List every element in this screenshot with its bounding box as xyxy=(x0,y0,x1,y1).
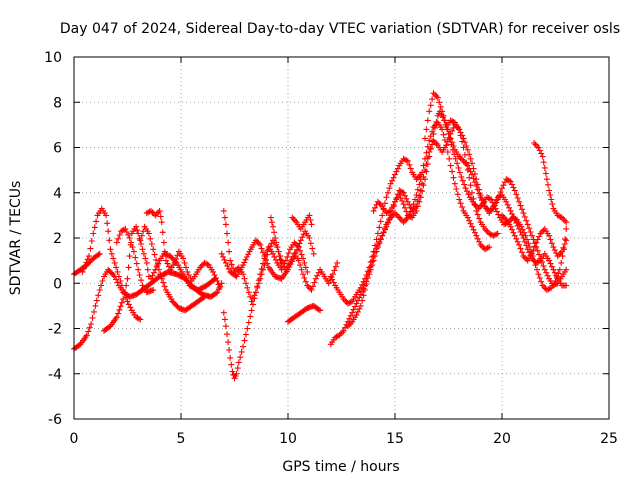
data-marks xyxy=(71,90,570,382)
y-tick-label: 8 xyxy=(53,95,62,111)
series-arc-06 xyxy=(137,223,208,314)
plus-markers xyxy=(327,155,424,307)
plus-markers xyxy=(148,250,219,293)
series-arc-05 xyxy=(113,225,157,296)
y-axis-label: SDTVAR / TECUs xyxy=(8,181,24,296)
plus-markers xyxy=(218,228,317,282)
y-tick-label: 4 xyxy=(53,186,62,202)
series-arc-14 xyxy=(285,302,324,325)
plus-markers xyxy=(443,117,570,289)
series-arc-21 xyxy=(499,212,570,264)
plus-markers xyxy=(137,223,208,314)
x-tick-label: 25 xyxy=(600,431,618,447)
series-arc-20 xyxy=(443,117,570,289)
plus-markers xyxy=(285,302,324,325)
y-tick-label: 0 xyxy=(53,276,62,292)
x-tick-label: 10 xyxy=(279,431,297,447)
plus-markers xyxy=(267,214,285,266)
y-tick-label: -4 xyxy=(48,367,62,383)
plus-markers xyxy=(143,207,223,291)
series-arc-12 xyxy=(267,214,285,266)
series-arc-03 xyxy=(79,205,144,323)
x-axis-label: GPS time / hours xyxy=(282,459,399,475)
series-arc-02 xyxy=(71,266,225,352)
plus-markers xyxy=(71,266,225,352)
x-tick-label: 5 xyxy=(177,431,186,447)
series-arc-17 xyxy=(344,121,501,330)
series-arc-16 xyxy=(327,155,424,307)
plus-markers xyxy=(289,212,315,232)
x-tick-label: 15 xyxy=(386,431,404,447)
plus-markers xyxy=(101,223,152,334)
chart-title: Day 047 of 2024, Sidereal Day-to-day VTE… xyxy=(60,21,620,37)
series-arc-18 xyxy=(370,108,570,293)
series-arc-13 xyxy=(289,212,315,232)
y-tick-label: 2 xyxy=(53,231,62,247)
series-arc-04 xyxy=(101,223,152,334)
plus-markers xyxy=(370,108,570,293)
axis-ticks xyxy=(73,56,610,420)
x-tick-label: 0 xyxy=(70,431,79,447)
plus-markers xyxy=(79,205,144,323)
series-arc-08 xyxy=(148,250,219,293)
series-arc-11 xyxy=(218,228,317,282)
y-tick-labels: -6 -4 -2 0 2 4 6 8 10 xyxy=(44,50,62,428)
plus-markers xyxy=(499,212,570,264)
y-tick-label: -2 xyxy=(48,322,62,338)
plus-markers xyxy=(113,225,157,296)
plus-markers xyxy=(344,121,501,330)
grid-lines xyxy=(74,57,609,419)
y-tick-label: -6 xyxy=(48,412,62,428)
series-arc-07 xyxy=(143,207,223,291)
y-tick-label: 10 xyxy=(44,50,62,66)
series-arc-22 xyxy=(531,140,570,226)
x-tick-label: 20 xyxy=(493,431,511,447)
plus-markers xyxy=(531,140,570,226)
y-tick-label: 6 xyxy=(53,141,62,157)
x-tick-labels: 0 5 10 15 20 25 xyxy=(70,431,618,447)
